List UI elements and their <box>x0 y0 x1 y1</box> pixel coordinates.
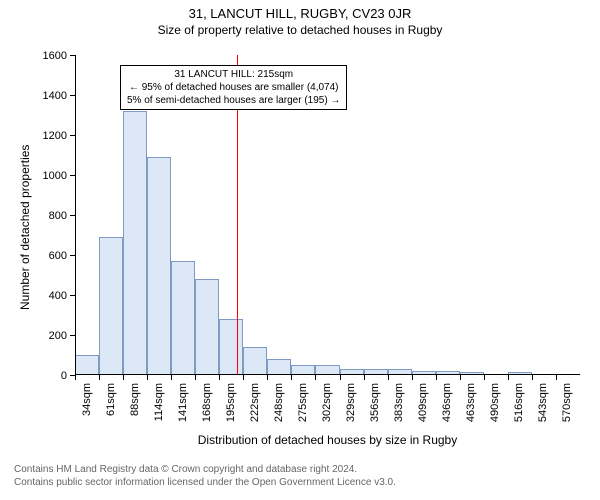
xtick-mark <box>412 375 413 380</box>
histogram-bar <box>219 319 243 375</box>
xtick-label: 141sqm <box>177 383 189 433</box>
xtick-mark <box>388 375 389 380</box>
histogram-bar <box>147 157 171 375</box>
xtick-label: 543sqm <box>537 383 549 433</box>
xtick-label: 356sqm <box>369 383 381 433</box>
ytick-mark <box>70 55 75 56</box>
xtick-label: 222sqm <box>249 383 261 433</box>
ytick-mark <box>70 135 75 136</box>
xtick-mark <box>340 375 341 380</box>
footer-line-2: Contains public sector information licen… <box>14 476 396 489</box>
info-box: 31 LANCUT HILL: 215sqm ← 95% of detached… <box>120 65 347 110</box>
xtick-label: 463sqm <box>465 383 477 433</box>
xtick-label: 409sqm <box>417 383 429 433</box>
xtick-label: 34sqm <box>81 383 93 433</box>
xtick-label: 168sqm <box>201 383 213 433</box>
histogram-bar <box>123 111 147 375</box>
info-line-3: 5% of semi-detached houses are larger (1… <box>127 94 340 107</box>
x-axis-label: Distribution of detached houses by size … <box>75 433 580 447</box>
histogram-bar <box>267 359 291 375</box>
xtick-mark <box>315 375 316 380</box>
xtick-mark <box>484 375 485 380</box>
histogram-bar <box>75 355 99 375</box>
xtick-mark <box>171 375 172 380</box>
xtick-label: 516sqm <box>513 383 525 433</box>
footer-line-1: Contains HM Land Registry data © Crown c… <box>14 463 396 476</box>
ytick-label: 800 <box>27 210 67 222</box>
chart-container: 31, LANCUT HILL, RUGBY, CV23 0JR Size of… <box>0 0 600 500</box>
xtick-label: 61sqm <box>105 383 117 433</box>
ytick-label: 1400 <box>27 90 67 102</box>
ytick-label: 0 <box>27 370 67 382</box>
ytick-mark <box>70 215 75 216</box>
xtick-label: 383sqm <box>393 383 405 433</box>
xtick-label: 570sqm <box>561 383 573 433</box>
xtick-mark <box>556 375 557 380</box>
xtick-mark <box>364 375 365 380</box>
xtick-label: 88sqm <box>129 383 141 433</box>
xtick-mark <box>460 375 461 380</box>
xtick-label: 114sqm <box>153 383 165 433</box>
ytick-mark <box>70 295 75 296</box>
histogram-bar <box>99 237 123 375</box>
info-line-1: 31 LANCUT HILL: 215sqm <box>127 68 340 81</box>
xtick-mark <box>99 375 100 380</box>
xtick-mark <box>243 375 244 380</box>
chart-title-sub: Size of property relative to detached ho… <box>0 21 600 37</box>
ytick-label: 1000 <box>27 170 67 182</box>
xtick-label: 490sqm <box>489 383 501 433</box>
chart-title-main: 31, LANCUT HILL, RUGBY, CV23 0JR <box>0 0 600 21</box>
ytick-mark <box>70 255 75 256</box>
xtick-mark <box>508 375 509 380</box>
xtick-mark <box>195 375 196 380</box>
left-axis <box>75 55 76 375</box>
ytick-mark <box>70 175 75 176</box>
xtick-mark <box>123 375 124 380</box>
xtick-mark <box>147 375 148 380</box>
ytick-label: 600 <box>27 250 67 262</box>
xtick-mark <box>532 375 533 380</box>
ytick-label: 1200 <box>27 130 67 142</box>
ytick-mark <box>70 95 75 96</box>
histogram-bar <box>195 279 219 375</box>
xtick-mark <box>436 375 437 380</box>
xtick-label: 302sqm <box>321 383 333 433</box>
ytick-label: 400 <box>27 290 67 302</box>
footer-attribution: Contains HM Land Registry data © Crown c… <box>6 463 396 489</box>
histogram-bar <box>171 261 195 375</box>
xtick-label: 195sqm <box>225 383 237 433</box>
xtick-label: 436sqm <box>441 383 453 433</box>
ytick-label: 1600 <box>27 50 67 62</box>
xtick-mark <box>219 375 220 380</box>
bottom-axis <box>75 374 580 375</box>
xtick-mark <box>75 375 76 380</box>
xtick-label: 248sqm <box>273 383 285 433</box>
xtick-label: 329sqm <box>345 383 357 433</box>
ytick-mark <box>70 335 75 336</box>
xtick-label: 275sqm <box>297 383 309 433</box>
xtick-mark <box>291 375 292 380</box>
histogram-bar <box>243 347 267 375</box>
xtick-mark <box>267 375 268 380</box>
ytick-label: 200 <box>27 330 67 342</box>
info-line-2: ← 95% of detached houses are smaller (4,… <box>127 81 340 94</box>
